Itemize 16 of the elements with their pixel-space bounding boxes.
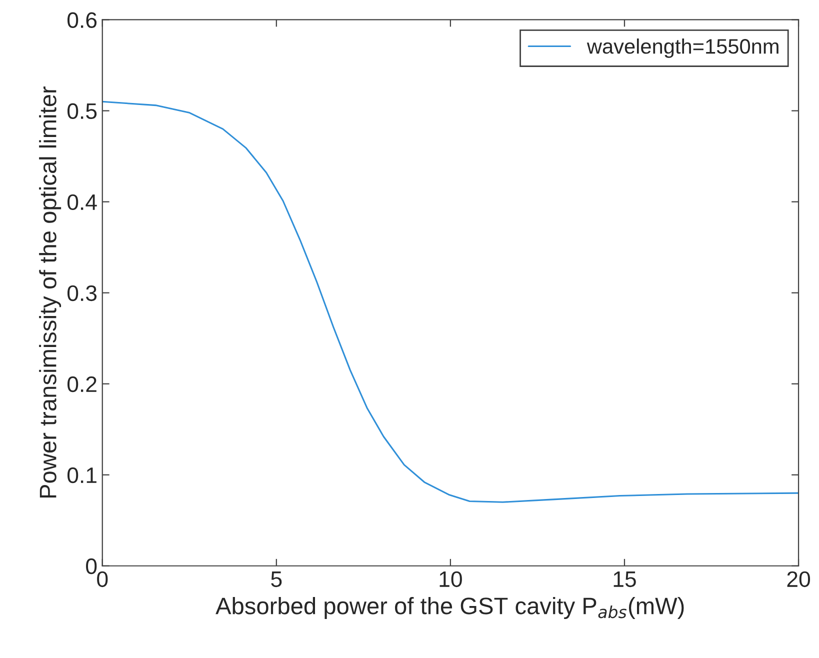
x-tick-label: 15 [614,572,636,588]
y-tick-label: 0 [86,558,97,574]
y-tick-label: 0.6 [67,12,97,28]
line-series [102,100,799,503]
x-tick-label: 0 [97,571,108,588]
y-axis-title: Power transimissity of the optical limiter [39,86,62,498]
x-axis-title: Absorbed power of the GST cavity P$_{abs}$(mW) [216,597,684,620]
y-tick-label: 0.1 [67,467,96,484]
legend-label: wavelength=1550nm [586,38,778,58]
y-tick-label: 0.5 [67,103,97,120]
x-tick-label: 5 [271,572,282,588]
y-tick-label: 0.4 [67,194,97,210]
y-tick-label: 0.3 [67,285,97,302]
y-tick-label: 0.2 [67,376,96,392]
x-tick-label: 20 [787,571,810,588]
x-tick-label: 10 [440,571,462,588]
